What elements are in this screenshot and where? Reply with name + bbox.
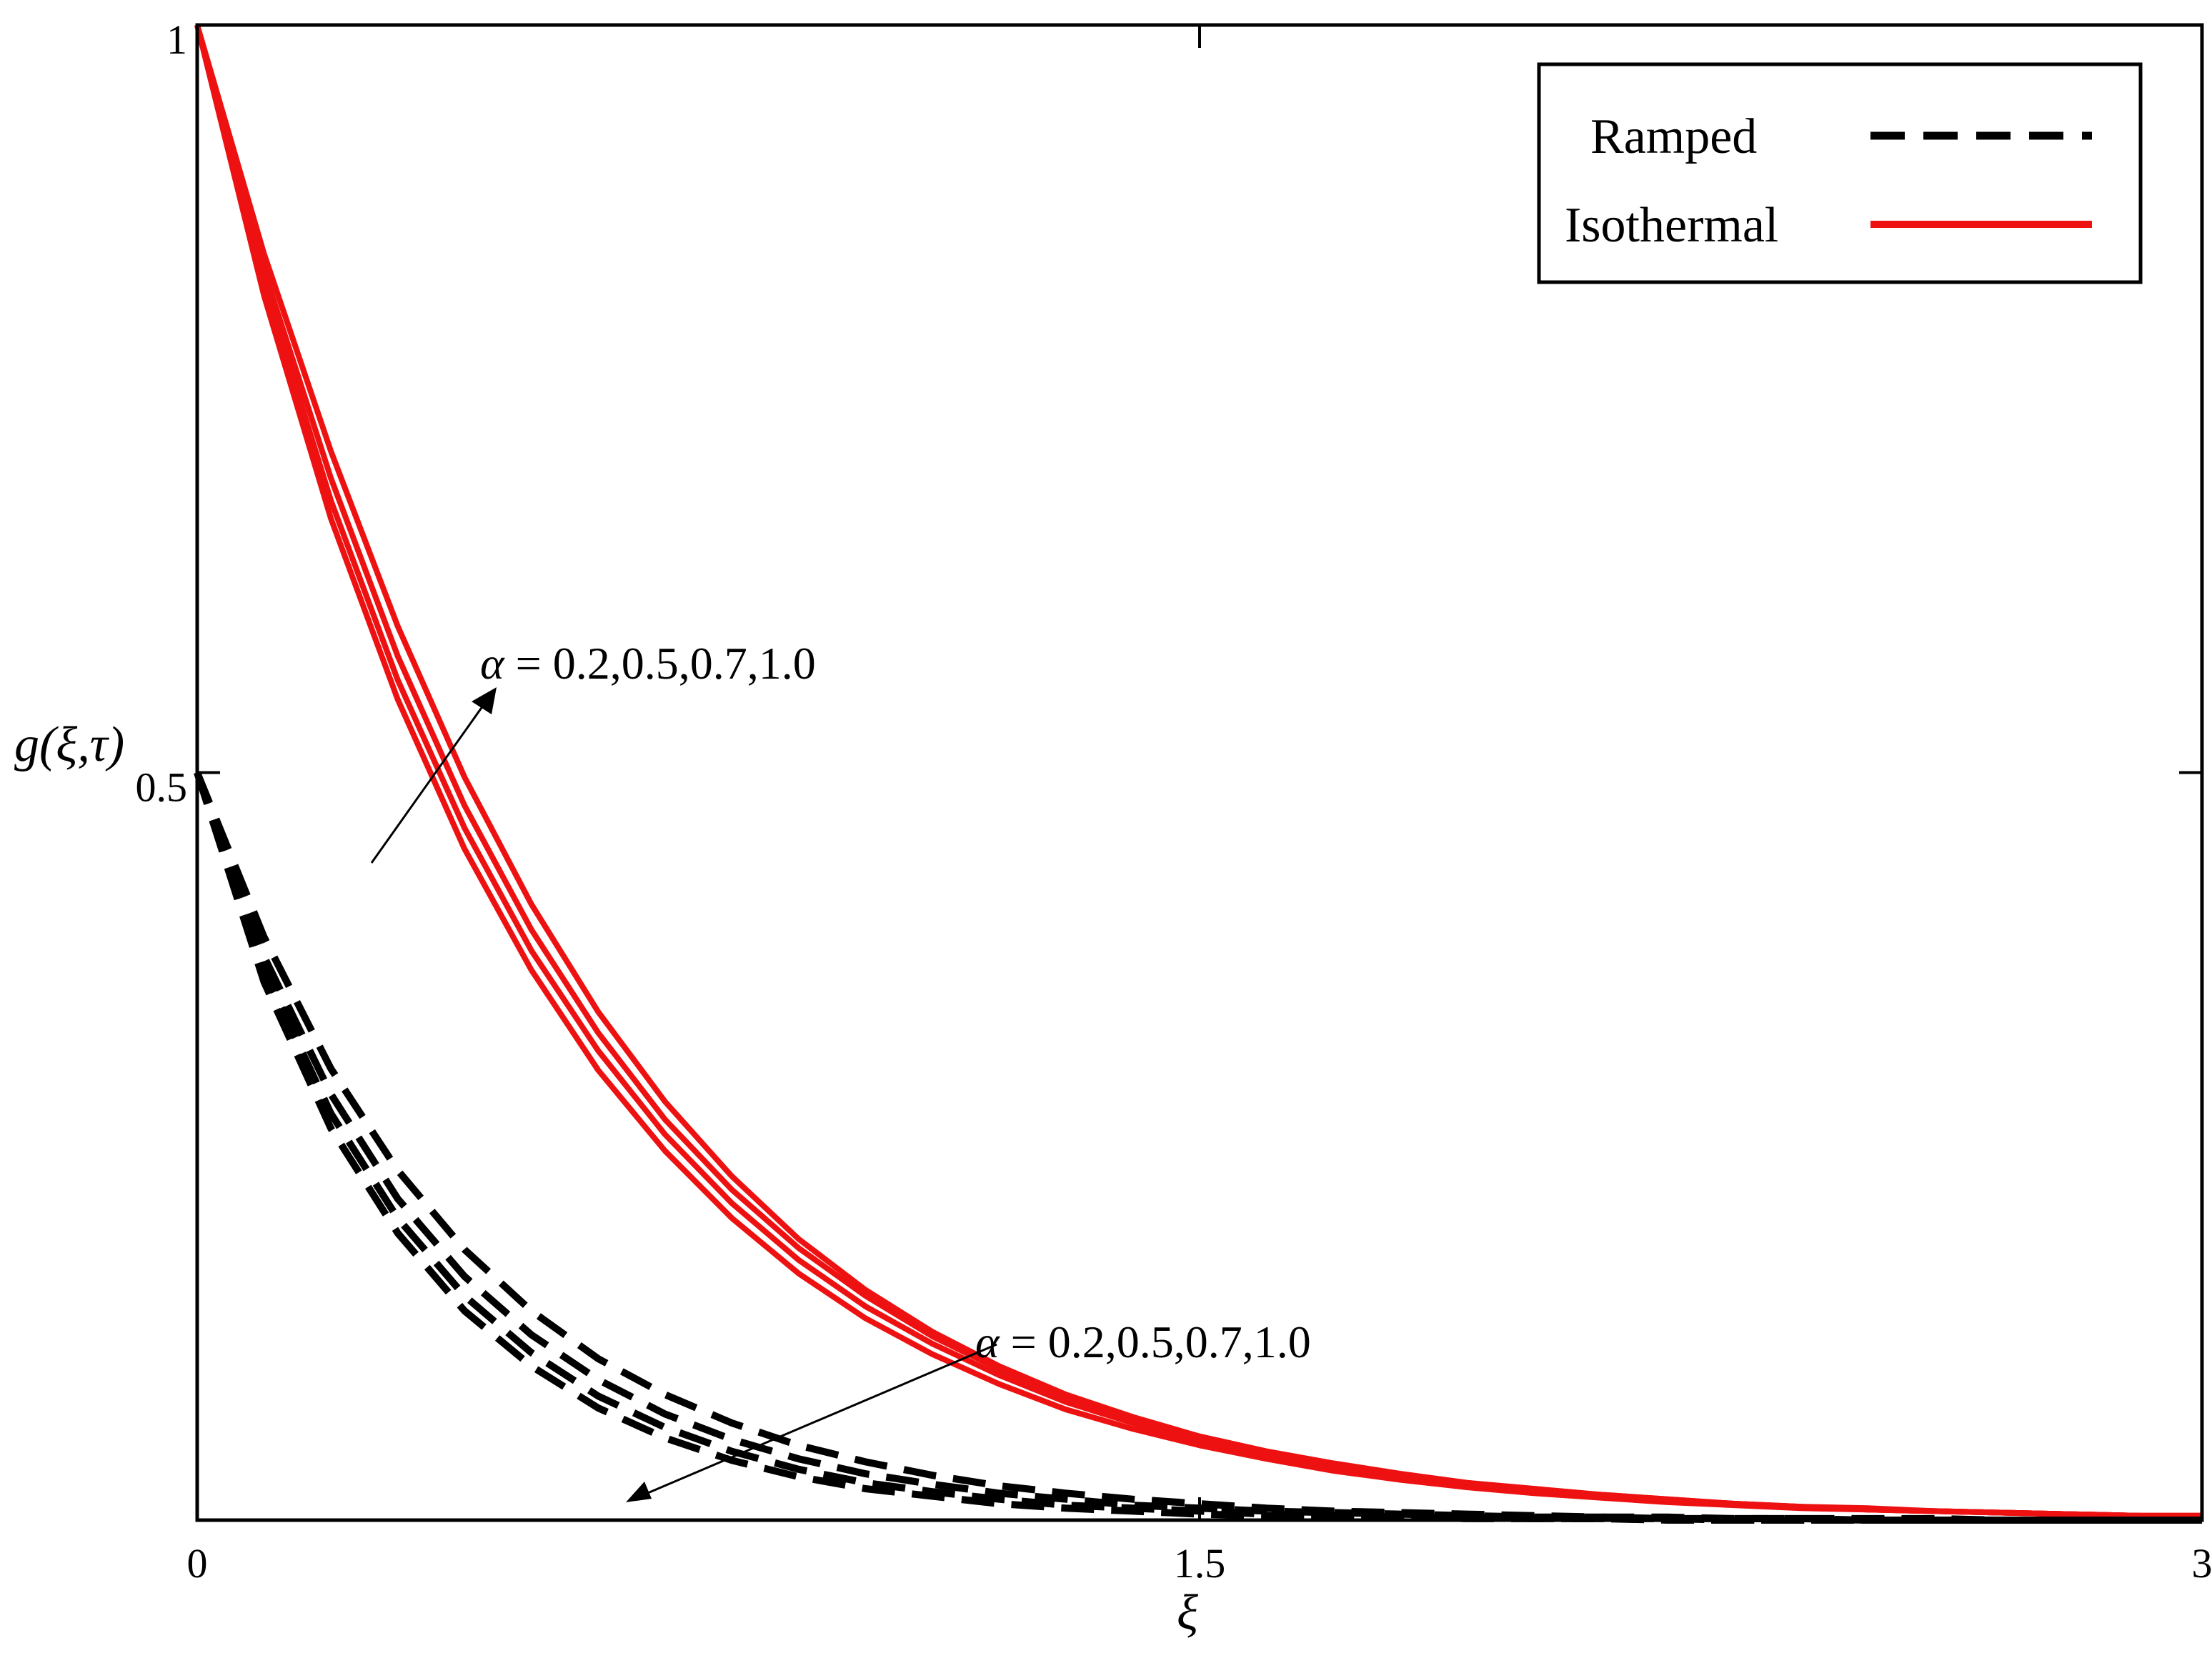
legend-box — [1537, 62, 2143, 284]
y-tick-label-1: 1 — [166, 16, 187, 63]
x-axis-title: ξ — [1177, 1585, 1198, 1640]
annotation-ramped: α = 0.2,0.5,0.7,1.0 — [626, 1317, 1311, 1502]
legend-label-isothermal: Isothermal — [1565, 198, 1778, 253]
legend: Ramped Isothermal — [1537, 62, 2143, 284]
annotation-isothermal: α = 0.2,0.5,0.7,1.0 — [370, 638, 816, 864]
annotation-arrow-ramped — [639, 1343, 997, 1498]
arrowhead-isothermal — [472, 687, 497, 714]
annotation-arrow-isothermal — [370, 698, 489, 864]
annotation-alpha-isothermal: α — [480, 638, 505, 689]
x-tick-label-2: 3 — [2192, 1540, 2212, 1587]
y-tick-label-0: 0.5 — [136, 764, 188, 811]
y-axis-title: g(ξ,τ) — [14, 717, 124, 772]
annotation-values-isothermal: = 0.2,0.5,0.7,1.0 — [504, 638, 816, 689]
legend-label-ramped: Ramped — [1590, 109, 1757, 164]
annotation-alpha-ramped: α — [975, 1317, 1000, 1367]
x-tick-label-1: 1.5 — [1174, 1540, 1226, 1587]
arrowhead-ramped — [626, 1482, 652, 1502]
series-isothermal-alpha-1.0 — [194, 24, 2203, 1520]
x-tick-label-0: 0 — [187, 1540, 208, 1587]
annotation-label-isothermal: α = 0.2,0.5,0.7,1.0 — [480, 638, 816, 689]
annotation-label-ramped: α = 0.2,0.5,0.7,1.0 — [975, 1317, 1311, 1367]
annotation-values-ramped: = 0.2,0.5,0.7,1.0 — [1000, 1317, 1311, 1367]
tick-layer: 0 1.5 3 0.5 1 — [136, 16, 2212, 1587]
